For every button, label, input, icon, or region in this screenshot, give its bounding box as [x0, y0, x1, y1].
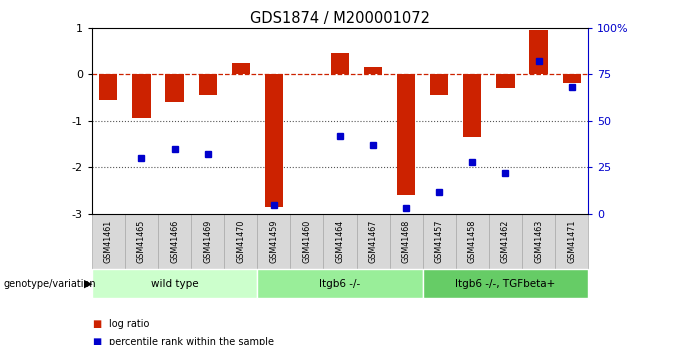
Bar [92, 269, 257, 298]
Text: ▶: ▶ [84, 279, 92, 289]
Text: GSM41467: GSM41467 [369, 220, 377, 263]
Bar [496, 74, 515, 88]
Bar [489, 214, 522, 269]
Bar [423, 269, 588, 298]
Text: GSM41465: GSM41465 [137, 220, 146, 263]
Bar [430, 74, 448, 95]
Bar [456, 214, 489, 269]
Text: genotype/variation: genotype/variation [3, 279, 96, 289]
Bar [562, 74, 581, 83]
Bar [423, 214, 456, 269]
Bar [331, 53, 349, 74]
Text: GSM41457: GSM41457 [435, 220, 444, 263]
Bar [364, 67, 382, 74]
Bar [463, 74, 481, 137]
Text: GSM41470: GSM41470 [236, 220, 245, 263]
Bar [257, 269, 423, 298]
Bar [257, 214, 290, 269]
Bar [555, 214, 588, 269]
Text: GSM41464: GSM41464 [335, 220, 345, 263]
Text: wild type: wild type [151, 279, 199, 289]
Text: ■: ■ [92, 337, 101, 345]
Text: GSM41471: GSM41471 [567, 220, 576, 263]
Text: GSM41462: GSM41462 [501, 220, 510, 263]
Bar [522, 214, 555, 269]
Text: GSM41469: GSM41469 [203, 220, 212, 263]
Bar [158, 214, 191, 269]
Text: GSM41468: GSM41468 [402, 220, 411, 263]
Bar [191, 214, 224, 269]
Title: GDS1874 / M200001072: GDS1874 / M200001072 [250, 11, 430, 27]
Bar [356, 214, 390, 269]
Bar [224, 214, 257, 269]
Bar [99, 74, 118, 100]
Bar [530, 30, 547, 74]
Bar [232, 62, 250, 74]
Bar [290, 214, 324, 269]
Text: GSM41460: GSM41460 [303, 220, 311, 263]
Text: Itgb6 -/-, TGFbeta+: Itgb6 -/-, TGFbeta+ [456, 279, 556, 289]
Text: Itgb6 -/-: Itgb6 -/- [320, 279, 360, 289]
Bar [324, 214, 356, 269]
Bar [92, 214, 125, 269]
Text: GSM41458: GSM41458 [468, 220, 477, 263]
Bar [397, 74, 415, 195]
Bar [199, 74, 217, 95]
Bar [133, 74, 150, 118]
Text: GSM41459: GSM41459 [269, 220, 278, 263]
Bar [165, 74, 184, 102]
Text: percentile rank within the sample: percentile rank within the sample [109, 337, 274, 345]
Text: ■: ■ [92, 319, 101, 329]
Text: GSM41461: GSM41461 [104, 220, 113, 263]
Bar [390, 214, 423, 269]
Text: GSM41466: GSM41466 [170, 220, 179, 263]
Text: log ratio: log ratio [109, 319, 149, 329]
Bar [265, 74, 283, 207]
Text: GSM41463: GSM41463 [534, 220, 543, 263]
Bar [125, 214, 158, 269]
